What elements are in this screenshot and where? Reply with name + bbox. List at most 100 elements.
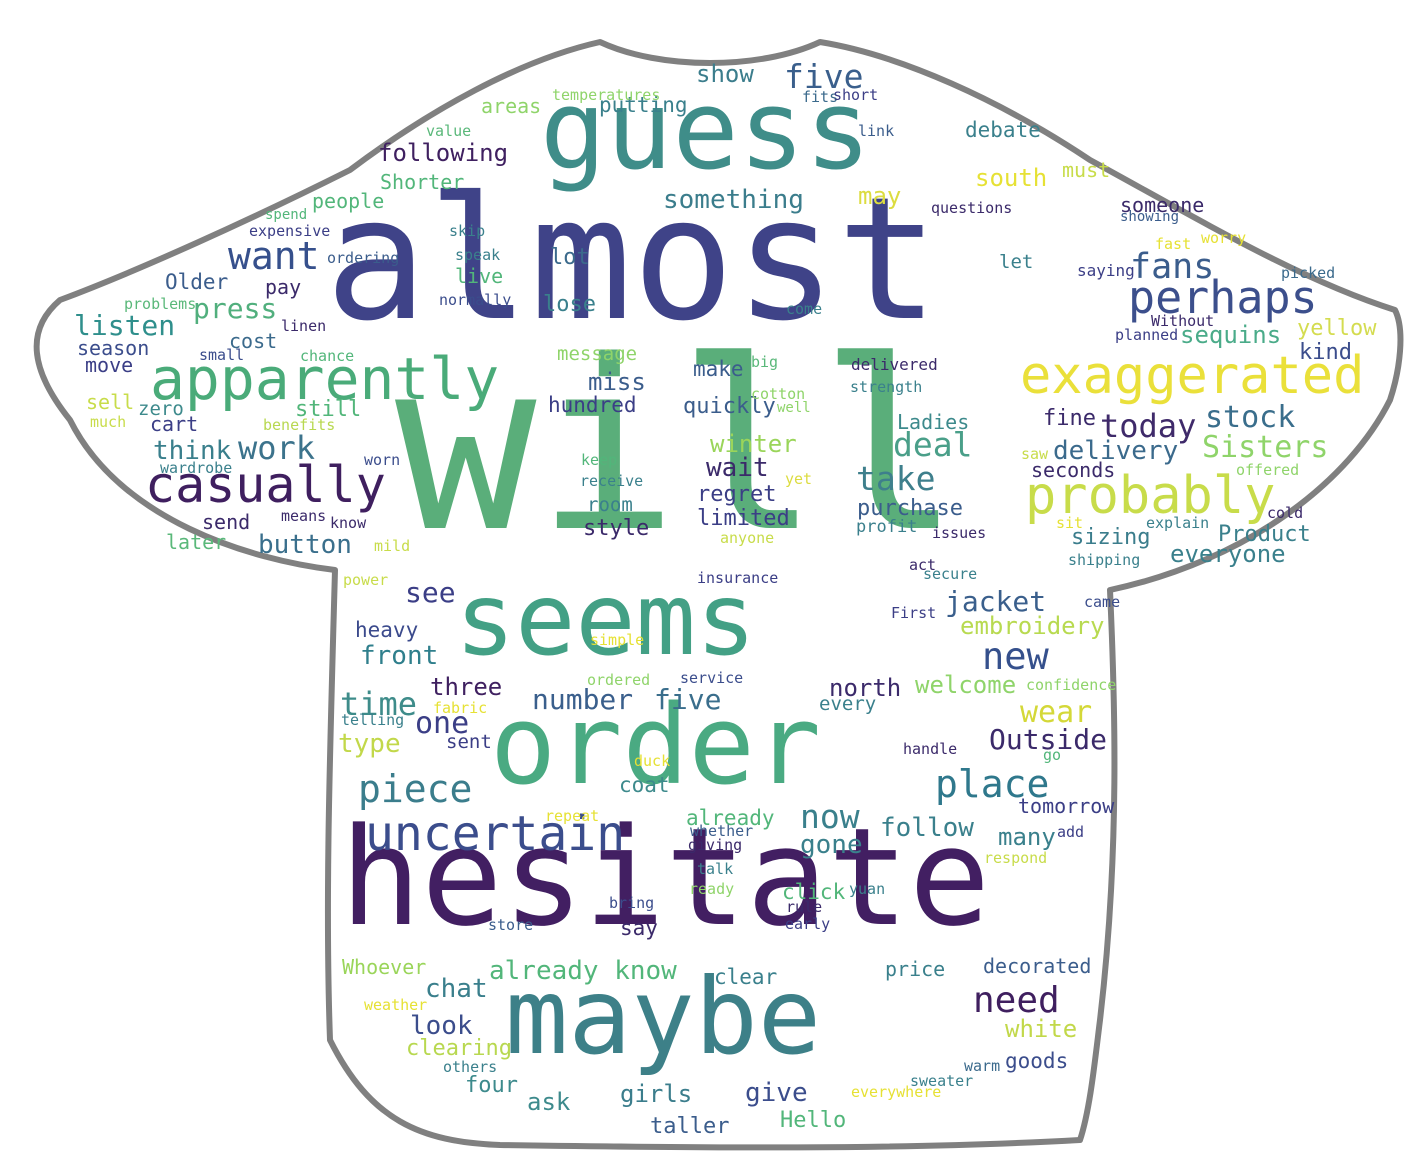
- word-five: five: [654, 683, 722, 716]
- word-south: south: [975, 164, 1048, 192]
- word-saw: saw: [1021, 445, 1049, 463]
- word-ladies: Ladies: [897, 410, 970, 434]
- word-will: will: [395, 311, 961, 584]
- word-listen: listen: [74, 309, 176, 342]
- word-sisters: Sisters: [1202, 430, 1329, 465]
- word-giving: giving: [688, 836, 743, 854]
- word-sit: sit: [1056, 514, 1084, 532]
- word-worry: worry: [1201, 229, 1247, 247]
- word-gone: gone: [800, 830, 863, 860]
- word-piece: piece: [358, 767, 473, 811]
- word-linen: linen: [281, 317, 327, 335]
- word-wardrobe: wardrobe: [160, 459, 233, 477]
- word-purchase: purchase: [857, 496, 963, 521]
- word-areas: areas: [481, 94, 542, 118]
- word-many: many: [998, 823, 1056, 851]
- word-hundred: hundred: [548, 393, 637, 417]
- word-order: order: [490, 681, 822, 809]
- word-chat: chat: [425, 974, 488, 1004]
- word-everyone: everyone: [1170, 540, 1286, 568]
- word-come: come: [786, 300, 823, 318]
- word-sweater: sweater: [910, 1072, 974, 1090]
- word-showing: showing: [1120, 209, 1180, 225]
- word-message: message: [557, 343, 638, 365]
- word-spend: spend: [265, 207, 308, 223]
- word-goods: goods: [1005, 1049, 1069, 1073]
- word-explain: explain: [1146, 514, 1210, 532]
- word-link: link: [858, 122, 895, 140]
- word-fine: fine: [1043, 406, 1096, 431]
- word-hello: Hello: [780, 1108, 847, 1133]
- word-seconds: seconds: [1031, 458, 1116, 482]
- word-older: Older: [165, 270, 229, 294]
- word-power: power: [343, 571, 389, 589]
- word-sequins: sequins: [1180, 321, 1282, 349]
- tshirt-shape: [33, 39, 1404, 1151]
- word-cotton: cotton: [751, 385, 806, 403]
- word-ordered: ordered: [587, 671, 651, 689]
- word-white: white: [1005, 1015, 1078, 1043]
- word-early: early: [785, 915, 831, 933]
- word-give: give: [745, 1078, 808, 1108]
- word-issues: issues: [932, 524, 987, 542]
- word-means: means: [281, 507, 327, 525]
- word-today: today: [1100, 407, 1197, 445]
- word-make: make: [693, 357, 744, 381]
- word-yet: yet: [785, 470, 813, 488]
- word-act: act: [909, 556, 937, 574]
- word-show: show: [696, 60, 754, 88]
- word-style: style: [583, 516, 650, 541]
- word-saying: saying: [1077, 261, 1135, 280]
- word-time: time: [340, 685, 418, 723]
- word-already-know: already know: [489, 956, 677, 986]
- word-want: want: [228, 234, 320, 278]
- word-three: three: [430, 673, 503, 701]
- word-girls: girls: [620, 1080, 693, 1108]
- word-sizing: sizing: [1071, 525, 1151, 550]
- word-normally: normally: [439, 291, 512, 309]
- word-fits: fits: [802, 88, 839, 106]
- word-embroidery: embroidery: [960, 612, 1105, 640]
- word-maybe: maybe: [505, 956, 822, 1078]
- word-without: Without: [1151, 312, 1215, 330]
- word-talk: talk: [697, 860, 734, 878]
- word-receive: receive: [580, 472, 644, 490]
- word-expensive: expensive: [249, 222, 331, 240]
- word-tomorrow: tomorrow: [1018, 794, 1115, 818]
- word-take: take: [856, 459, 936, 498]
- word-anyone: anyone: [720, 529, 775, 547]
- word-yuan: yuan: [849, 880, 886, 898]
- word-keep: keep: [581, 451, 618, 469]
- word-number: number: [532, 683, 634, 716]
- word-wear: wear: [1020, 695, 1093, 730]
- word-now: now: [800, 797, 860, 836]
- word-pay: pay: [265, 275, 302, 299]
- word-fast: fast: [1155, 235, 1192, 253]
- word-bring: bring: [609, 894, 655, 912]
- word-perhaps: perhaps: [1128, 271, 1318, 324]
- word-shipping: shipping: [1068, 551, 1141, 569]
- word-profit: profit: [856, 517, 918, 537]
- word-sell: sell: [86, 390, 135, 414]
- word-well: well: [777, 400, 811, 416]
- word-apparently: apparently: [150, 345, 500, 413]
- word-add: add: [1057, 823, 1085, 841]
- word-fans: fans: [1130, 247, 1215, 287]
- word-go: go: [1043, 746, 1062, 764]
- word-deal: deal: [893, 425, 973, 464]
- word-regret: regret: [697, 482, 777, 507]
- word-probably: probably: [1025, 466, 1276, 526]
- word-picked: picked: [1281, 264, 1336, 282]
- word-room: room: [587, 494, 633, 516]
- word-decorated: decorated: [983, 954, 1092, 978]
- word-price: price: [885, 957, 946, 981]
- word-product: Product: [1218, 522, 1311, 547]
- word-taller: taller: [650, 1114, 730, 1139]
- word-repeat: repeat: [545, 807, 600, 825]
- word-place: place: [935, 762, 1050, 806]
- word-look: look: [410, 1011, 473, 1041]
- word-miss: miss: [588, 368, 646, 396]
- word-live: live: [455, 264, 504, 288]
- word-delivery: delivery: [1053, 436, 1179, 466]
